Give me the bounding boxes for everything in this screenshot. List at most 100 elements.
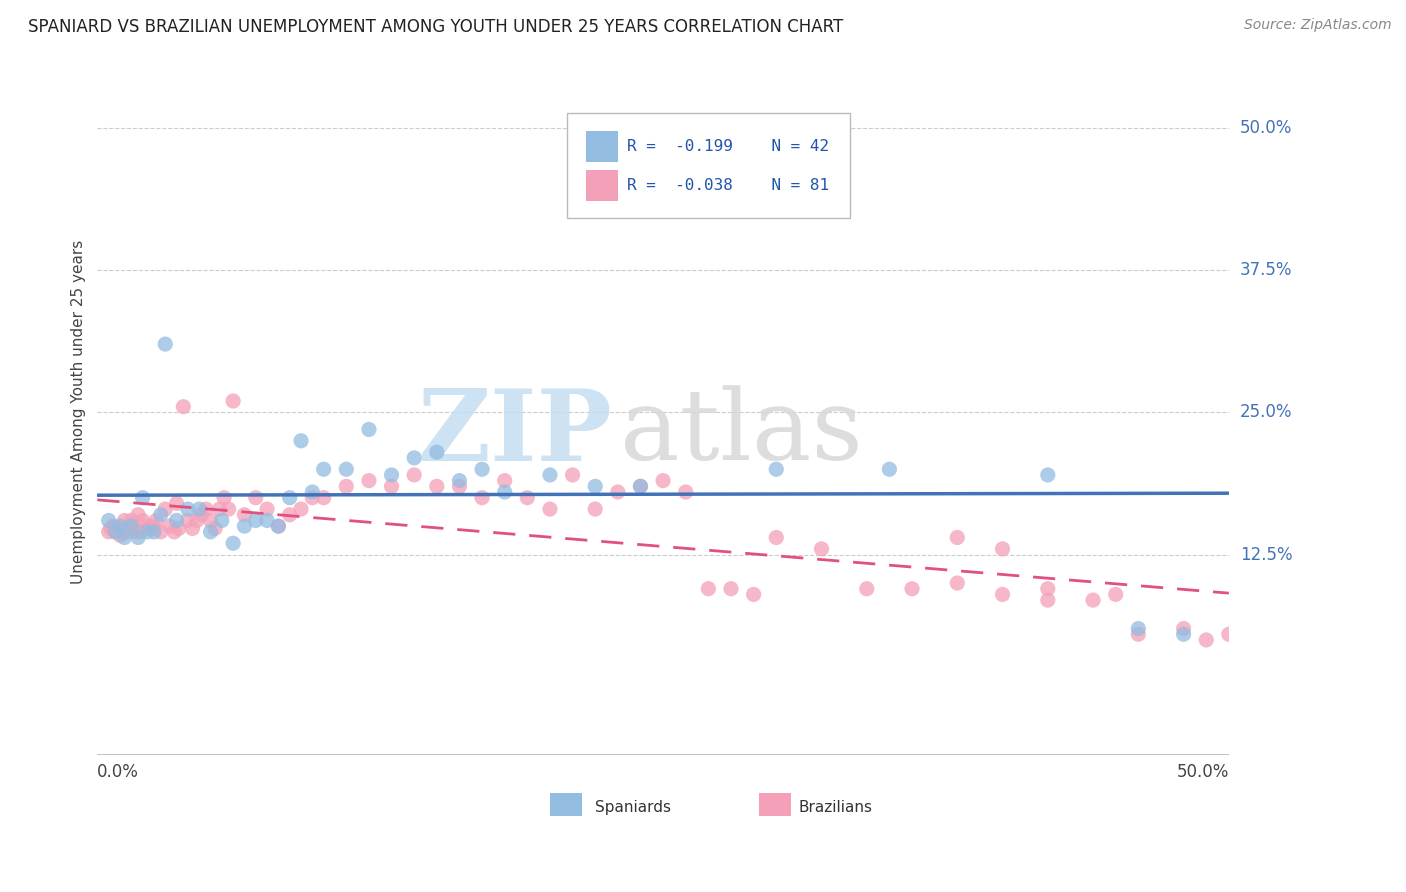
Point [290, 434, 312, 448]
Point [561, 467, 583, 482]
Text: 37.5%: 37.5% [1240, 261, 1292, 279]
Point [245, 513, 267, 527]
Point [538, 467, 561, 482]
Point [1173, 627, 1195, 641]
Point [946, 576, 969, 591]
Point [901, 582, 924, 596]
Point [149, 524, 172, 539]
Point [301, 485, 323, 500]
Point [177, 513, 200, 527]
Point [765, 462, 787, 476]
Point [163, 524, 186, 539]
Text: 50.0%: 50.0% [1177, 763, 1229, 780]
Point [312, 491, 335, 505]
Point [142, 524, 165, 539]
Point [1195, 632, 1218, 647]
Text: Spaniards: Spaniards [595, 800, 671, 815]
Point [167, 521, 190, 535]
Point [991, 541, 1014, 556]
Point [583, 479, 606, 493]
Point [494, 485, 516, 500]
Point [426, 445, 449, 459]
FancyBboxPatch shape [586, 169, 617, 201]
Point [855, 582, 877, 596]
FancyBboxPatch shape [550, 793, 582, 816]
Point [449, 479, 471, 493]
Point [449, 474, 471, 488]
Point [606, 485, 628, 500]
Point [245, 491, 267, 505]
Text: R =  -0.199    N = 42: R = -0.199 N = 42 [627, 139, 830, 154]
Point [335, 462, 357, 476]
Point [1036, 467, 1059, 482]
Point [267, 519, 290, 533]
Point [1173, 622, 1195, 636]
Text: ZIP: ZIP [418, 385, 612, 482]
Point [357, 474, 380, 488]
Point [108, 528, 131, 542]
Point [218, 502, 240, 516]
Point [233, 508, 256, 522]
Point [125, 524, 148, 539]
Point [114, 531, 136, 545]
Point [404, 467, 426, 482]
Point [697, 582, 720, 596]
Point [494, 474, 516, 488]
Point [145, 513, 167, 527]
Point [131, 491, 153, 505]
Point [104, 524, 127, 539]
Point [810, 541, 832, 556]
Point [186, 513, 208, 527]
Text: Brazilians: Brazilians [799, 800, 873, 815]
Point [652, 474, 675, 488]
Point [127, 508, 149, 522]
FancyBboxPatch shape [567, 112, 849, 219]
Point [583, 502, 606, 516]
Point [208, 502, 231, 516]
Point [155, 502, 177, 516]
Point [380, 467, 402, 482]
Point [114, 513, 136, 527]
Point [675, 485, 697, 500]
Point [127, 531, 149, 545]
Point [675, 194, 697, 209]
Point [267, 519, 290, 533]
Point [222, 536, 245, 550]
Text: atlas: atlas [620, 385, 863, 482]
FancyBboxPatch shape [586, 131, 617, 162]
Point [142, 521, 165, 535]
Point [630, 479, 652, 493]
Point [107, 521, 129, 535]
Point [97, 524, 120, 539]
Point [131, 513, 153, 527]
Point [742, 587, 765, 601]
Point [138, 521, 160, 535]
Point [233, 519, 256, 533]
Point [194, 502, 217, 516]
Point [118, 521, 141, 535]
Point [172, 400, 194, 414]
Point [212, 491, 235, 505]
Point [538, 502, 561, 516]
Point [357, 422, 380, 436]
Point [129, 524, 152, 539]
Point [204, 521, 226, 535]
Point [946, 531, 969, 545]
Point [1081, 593, 1104, 607]
Point [120, 519, 142, 533]
Point [211, 513, 233, 527]
Text: 0.0%: 0.0% [97, 763, 139, 780]
Point [1036, 593, 1059, 607]
Text: 25.0%: 25.0% [1240, 403, 1292, 421]
Point [222, 394, 245, 409]
Point [155, 337, 177, 351]
Point [136, 524, 159, 539]
Point [166, 496, 188, 510]
Point [141, 519, 163, 533]
Point [879, 462, 901, 476]
Point [200, 513, 222, 527]
Point [335, 479, 357, 493]
Point [290, 502, 312, 516]
Point [115, 524, 138, 539]
Point [991, 587, 1014, 601]
